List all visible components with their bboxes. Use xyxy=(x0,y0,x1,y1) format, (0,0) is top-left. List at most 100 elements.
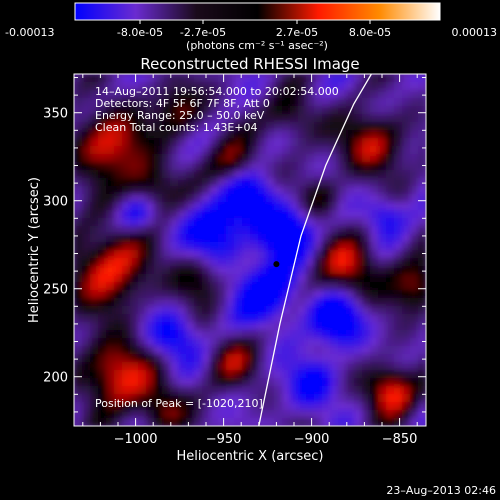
heatmap-cell xyxy=(362,194,371,203)
heatmap-cell xyxy=(114,154,123,163)
heatmap-cell xyxy=(122,354,131,363)
heatmap-cell xyxy=(170,330,179,339)
heatmap-cell xyxy=(170,194,179,203)
heatmap-cell xyxy=(394,290,403,299)
heatmap-cell xyxy=(338,314,347,323)
heatmap-cell xyxy=(146,242,155,251)
heatmap-cell xyxy=(378,346,387,355)
heatmap-cell xyxy=(82,106,91,115)
heatmap-cell xyxy=(274,418,283,426)
heatmap-cell xyxy=(330,74,339,83)
colorbar-tick-label: 0.00013 xyxy=(452,26,498,39)
heatmap-cell xyxy=(402,298,411,307)
heatmap-cell xyxy=(210,234,219,243)
heatmap-cell xyxy=(186,106,195,115)
heatmap-cell xyxy=(298,82,307,91)
heatmap-cell xyxy=(370,298,379,307)
heatmap-cell xyxy=(266,154,275,163)
heatmap-cell xyxy=(250,202,259,211)
heatmap-cell xyxy=(106,410,115,419)
heatmap-cell xyxy=(386,226,395,235)
heatmap-cell xyxy=(354,106,363,115)
heatmap-cell xyxy=(410,386,419,395)
heatmap-cell xyxy=(394,410,403,419)
heatmap-cell xyxy=(130,170,139,179)
heatmap-cell xyxy=(394,162,403,171)
heatmap-cell xyxy=(418,138,426,147)
heatmap-cell xyxy=(314,210,323,219)
heatmap-cell xyxy=(98,314,107,323)
heatmap-cell xyxy=(338,90,347,99)
heatmap-cell xyxy=(346,418,355,426)
heatmap-cell xyxy=(154,298,163,307)
heatmap-cell xyxy=(314,394,323,403)
heatmap-cell xyxy=(266,90,275,99)
heatmap-cell xyxy=(202,210,211,219)
heatmap-cell xyxy=(82,402,91,411)
heatmap-cell xyxy=(362,162,371,171)
heatmap-cell xyxy=(90,186,99,195)
heatmap-cell xyxy=(122,362,131,371)
heatmap-cell xyxy=(290,218,299,227)
heatmap-cell xyxy=(178,298,187,307)
heatmap-cell xyxy=(154,106,163,115)
heatmap-cell xyxy=(138,250,147,259)
heatmap-cell xyxy=(194,370,203,379)
heatmap-cell xyxy=(410,394,419,403)
heatmap-cell xyxy=(98,106,107,115)
heatmap-cell xyxy=(370,170,379,179)
heatmap-cell xyxy=(162,346,171,355)
heatmap-cell xyxy=(194,242,203,251)
heatmap-cell xyxy=(170,306,179,315)
heatmap-cell xyxy=(354,402,363,411)
heatmap-cell xyxy=(410,194,419,203)
heatmap-cell xyxy=(378,282,387,291)
heatmap-cell xyxy=(354,218,363,227)
heatmap-cell xyxy=(122,98,131,107)
heatmap-cell xyxy=(394,122,403,131)
heatmap-cell xyxy=(258,274,267,283)
heatmap-cell xyxy=(234,346,243,355)
heatmap-cell xyxy=(138,194,147,203)
heatmap-cell xyxy=(242,298,251,307)
heatmap-cell xyxy=(194,138,203,147)
heatmap-cell xyxy=(290,370,299,379)
heatmap-cell xyxy=(202,218,211,227)
heatmap-cell xyxy=(98,194,107,203)
heatmap-cell xyxy=(106,338,115,347)
heatmap-cell xyxy=(290,154,299,163)
heatmap-cell xyxy=(202,410,211,419)
heatmap-cell xyxy=(298,354,307,363)
heatmap-cell xyxy=(418,378,426,387)
heatmap-cell xyxy=(282,322,291,331)
heatmap-cell xyxy=(338,194,347,203)
heatmap-cell xyxy=(146,394,155,403)
heatmap-cell xyxy=(410,210,419,219)
heatmap-cell xyxy=(322,258,331,267)
heatmap-cell xyxy=(186,170,195,179)
heatmap-cell xyxy=(170,282,179,291)
heatmap-cell xyxy=(130,274,139,283)
heatmap-cell xyxy=(194,178,203,187)
heatmap-cell xyxy=(410,202,419,211)
heatmap-cell xyxy=(306,178,315,187)
heatmap-cell xyxy=(370,218,379,227)
heatmap-cell xyxy=(402,130,411,139)
heatmap-cell xyxy=(330,170,339,179)
heatmap-cell xyxy=(274,266,283,275)
heatmap-cell xyxy=(146,306,155,315)
heatmap-cell xyxy=(354,370,363,379)
heatmap-cell xyxy=(74,178,83,187)
heatmap-cell xyxy=(362,282,371,291)
heatmap-cell xyxy=(322,306,331,315)
heatmap-cell xyxy=(234,82,243,91)
heatmap-cell xyxy=(330,226,339,235)
heatmap-cell xyxy=(122,186,131,195)
heatmap-cell xyxy=(162,90,171,99)
heatmap-cell xyxy=(106,266,115,275)
heatmap-cell xyxy=(298,298,307,307)
heatmap-cell xyxy=(418,170,426,179)
heatmap-cell xyxy=(178,338,187,347)
heatmap-cell xyxy=(330,378,339,387)
heatmap-cell xyxy=(98,90,107,99)
